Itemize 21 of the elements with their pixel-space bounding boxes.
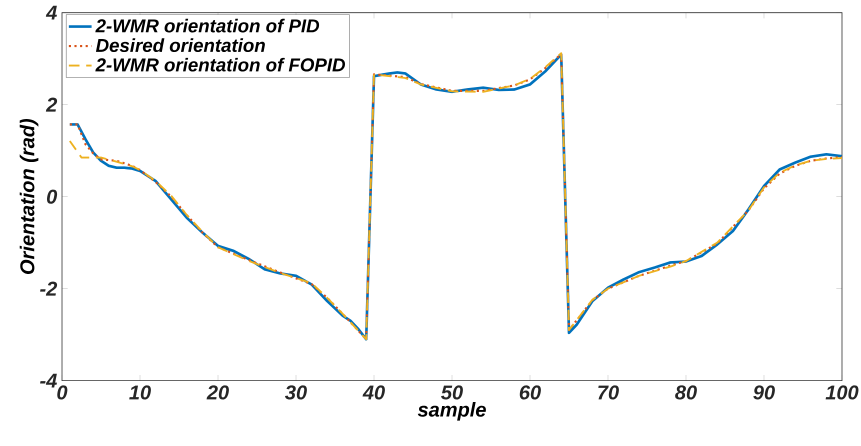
x-tick-label: 20 (206, 385, 229, 400)
x-tick-label: 100 (826, 385, 858, 400)
x-tick-label: 90 (753, 385, 775, 400)
x-tick-label: 40 (362, 385, 385, 400)
legend-label: 2-WMR orientation of FOPID (95, 58, 345, 72)
x-tick-label: 60 (520, 385, 541, 400)
x-tick-label: 10 (129, 385, 151, 400)
x-tick-label: 70 (598, 385, 619, 400)
x-tick-label: 80 (675, 385, 697, 400)
y-axis-title: Orientation (rad) (20, 118, 38, 274)
x-axis-title: sample (418, 402, 486, 421)
y-tick-label: -2 (40, 282, 58, 296)
y-tick-label: 2 (46, 98, 58, 112)
legend-label: Desired orientation (96, 38, 265, 52)
y-tick-label: 4 (46, 6, 57, 20)
y-tick-label: -4 (40, 374, 57, 388)
y-tick-label: 0 (47, 190, 58, 204)
x-tick-label: 30 (285, 385, 307, 400)
x-tick-label: 0 (57, 385, 68, 400)
x-tick-label: 50 (441, 385, 463, 400)
legend-label: 2-WMR orientation of PID (95, 18, 320, 32)
